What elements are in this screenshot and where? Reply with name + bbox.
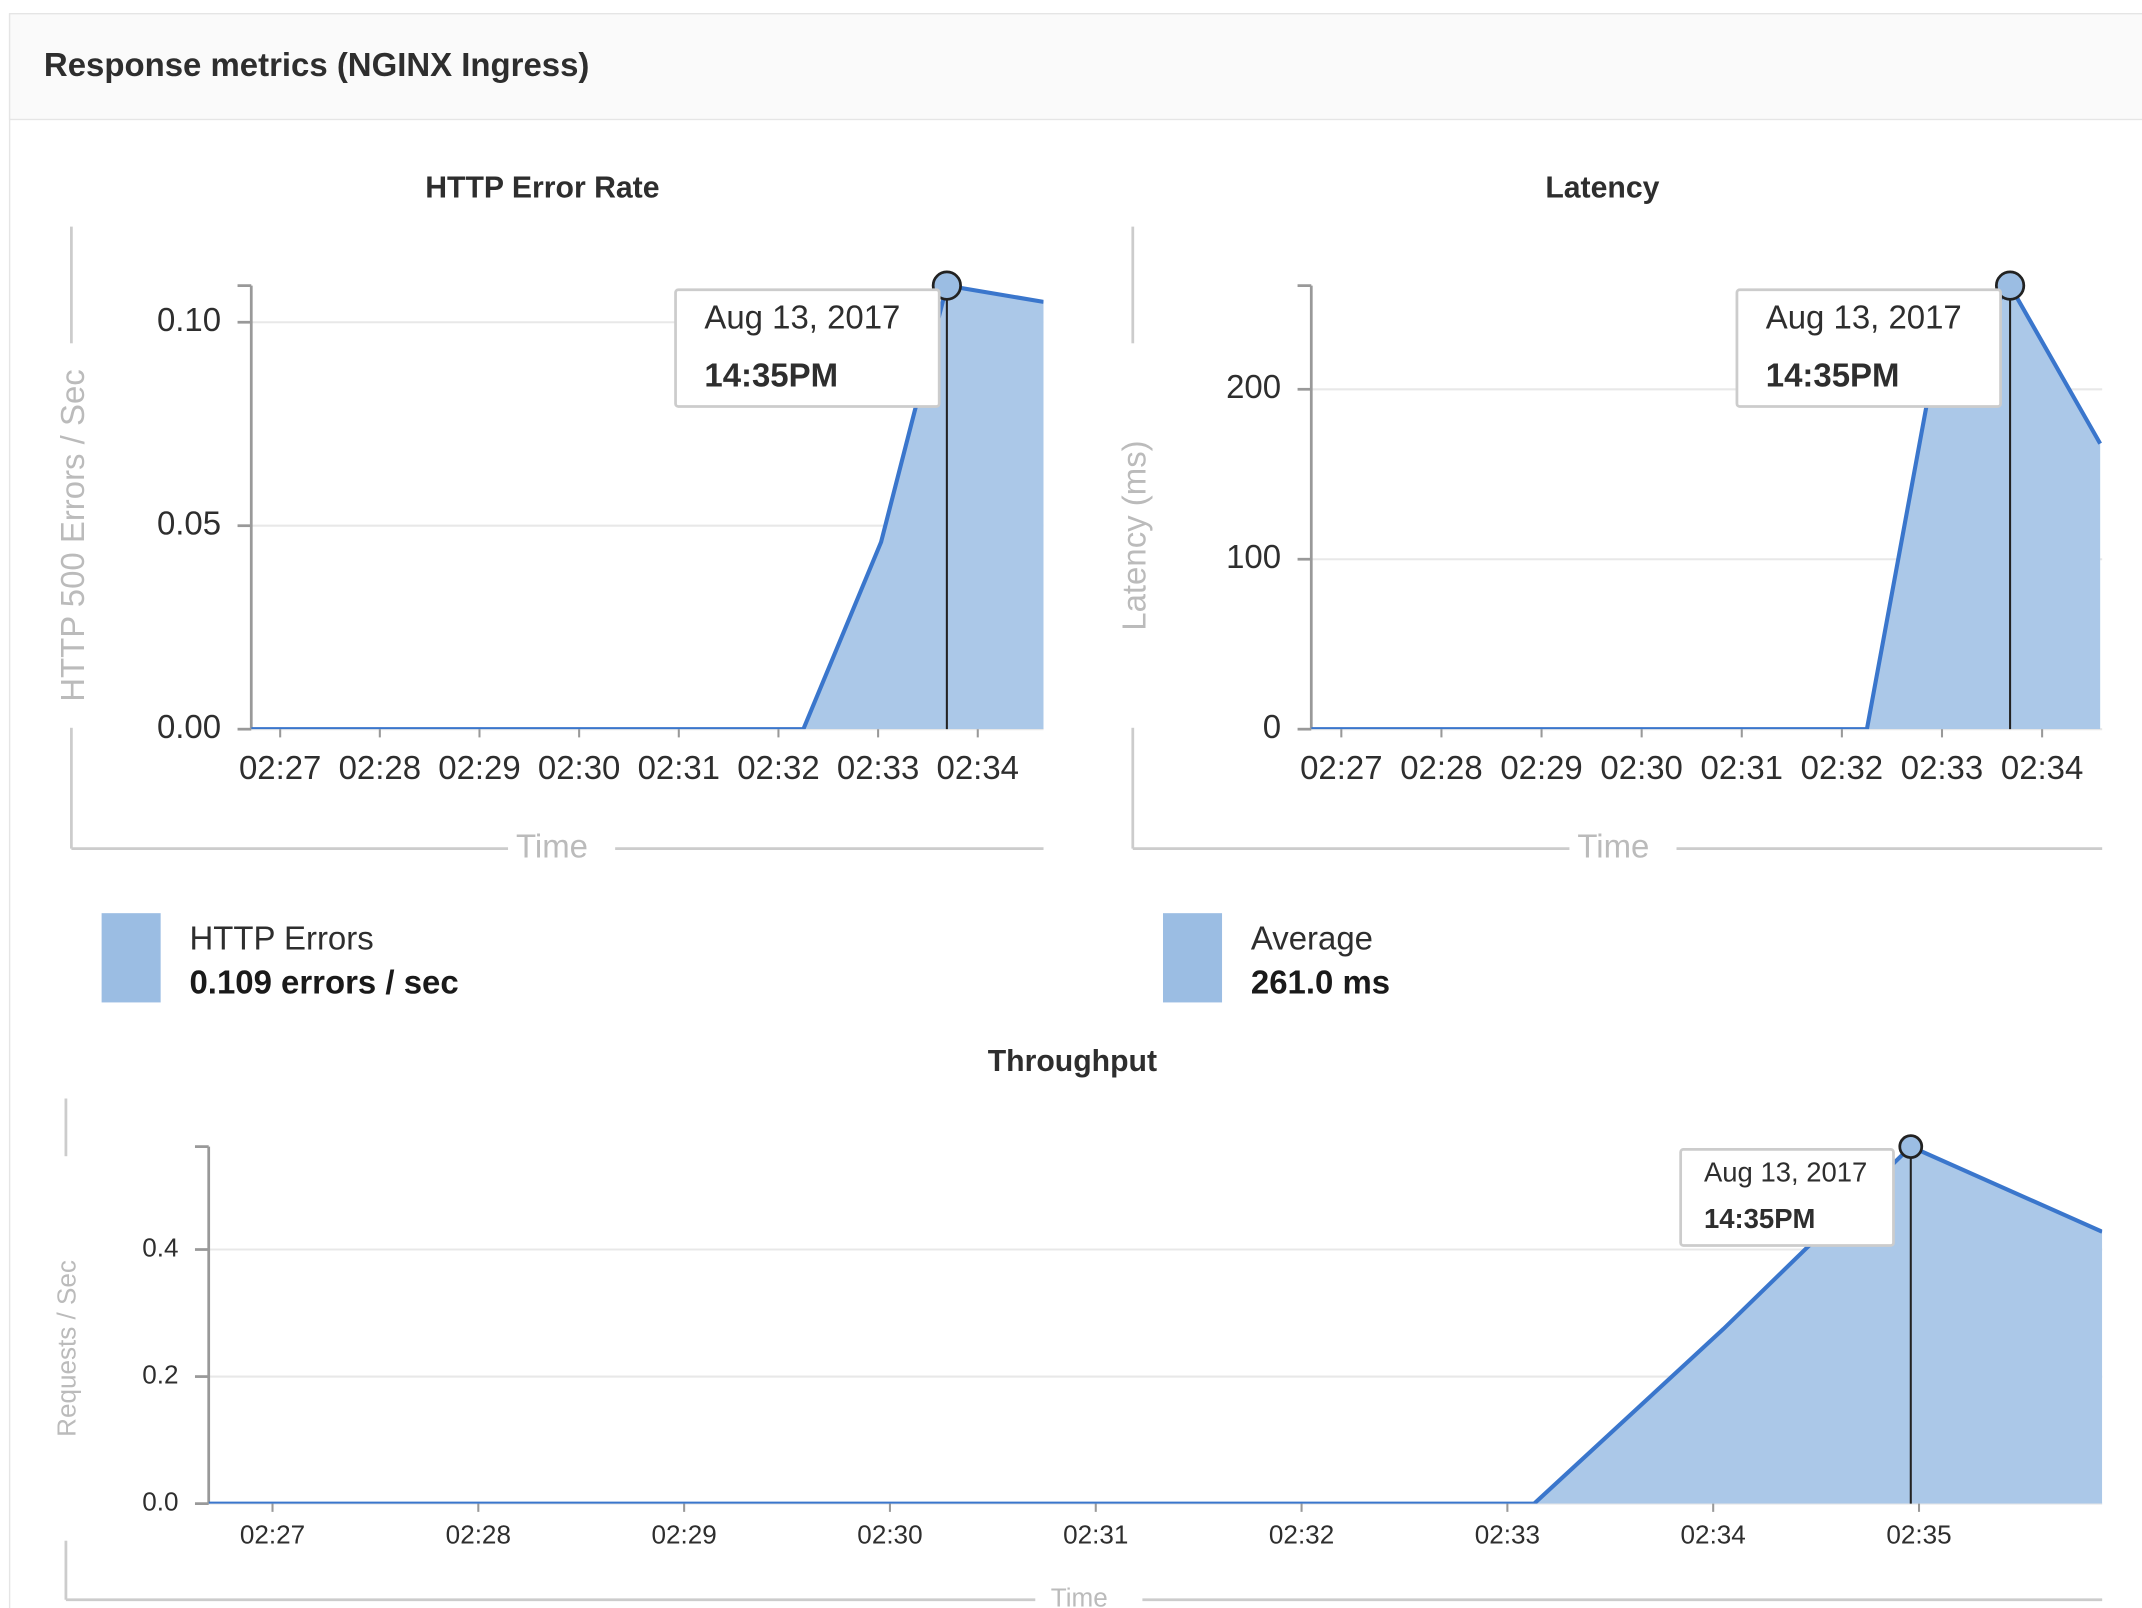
tooltip-time: 14:35PM xyxy=(1704,1203,1815,1234)
x-tick-label: 02:31 xyxy=(1701,749,1783,786)
x-tick-label: 02:35 xyxy=(1886,1519,1951,1549)
area xyxy=(1311,285,2101,730)
chart-title: HTTP Error Rate xyxy=(425,171,659,204)
chart-title: Throughput xyxy=(988,1045,1157,1078)
tooltip-date: Aug 13, 2017 xyxy=(704,299,900,336)
legend-name: Average xyxy=(1251,919,1373,956)
legend-value: 0.109 errors / sec xyxy=(189,963,458,1000)
x-tick-label: 02:34 xyxy=(937,749,1019,786)
x-tick-label: 02:34 xyxy=(1681,1519,1746,1549)
legend-name: HTTP Errors xyxy=(189,919,373,956)
x-tick-label: 02:27 xyxy=(240,1519,305,1549)
y-tick-label: 200 xyxy=(1226,368,1281,405)
tooltip-box xyxy=(1735,288,2002,408)
tooltip-time: 14:35PM xyxy=(1766,356,1900,393)
panel-title: Response metrics (NGINX Ingress) xyxy=(44,46,589,83)
plot xyxy=(208,1144,2103,1504)
y-tick-label: 0 xyxy=(1263,708,1281,745)
area xyxy=(208,1146,2103,1504)
x-tick-label: 02:31 xyxy=(1063,1519,1128,1549)
x-tick-label: 02:30 xyxy=(1600,749,1682,786)
x-tick-label: 02:28 xyxy=(1400,749,1482,786)
frame-gap xyxy=(1117,343,1157,728)
x-axis-label: Time xyxy=(1577,827,1649,864)
frame-gap xyxy=(56,343,95,728)
tooltip-date: Aug 13, 2017 xyxy=(1766,299,1962,336)
x-tick-label: 02:27 xyxy=(1300,749,1382,786)
plot xyxy=(251,283,1044,730)
x-tick-label: 02:33 xyxy=(837,749,919,786)
tooltip-box xyxy=(674,288,941,408)
y-tick-label: 0.4 xyxy=(142,1232,178,1262)
y-tick-label: 0.2 xyxy=(142,1359,178,1389)
y-axis-label: Latency (ms) xyxy=(1116,440,1153,630)
x-tick-label: 02:34 xyxy=(2001,749,2083,786)
x-tick-label: 02:27 xyxy=(239,749,321,786)
x-tick-label: 02:30 xyxy=(857,1519,922,1549)
x-tick-label: 02:32 xyxy=(1269,1519,1334,1549)
x-tick-label: 02:29 xyxy=(1500,749,1582,786)
x-tick-label: 02:29 xyxy=(652,1519,717,1549)
tooltip-date: Aug 13, 2017 xyxy=(1704,1156,1867,1187)
x-tick-label: 02:32 xyxy=(1801,749,1883,786)
y-tick-label: 100 xyxy=(1226,538,1281,575)
x-tick-label: 02:28 xyxy=(339,749,421,786)
y-tick-label: 0.00 xyxy=(157,708,221,745)
y-axis-label: Requests / Sec xyxy=(52,1260,82,1437)
x-tick-label: 02:33 xyxy=(1901,749,1983,786)
area xyxy=(251,285,1044,730)
frame-gap xyxy=(49,1156,88,1541)
x-tick-label: 02:29 xyxy=(438,749,520,786)
x-tick-label: 02:28 xyxy=(446,1519,511,1549)
x-tick-label: 02:31 xyxy=(638,749,720,786)
legend-swatch xyxy=(1162,913,1223,1003)
y-tick-label: 0.10 xyxy=(157,301,221,338)
line xyxy=(208,1144,2103,1504)
hover-point xyxy=(1898,1134,1924,1159)
panel-header xyxy=(8,13,2142,121)
x-axis-label: Time xyxy=(516,827,588,864)
x-tick-label: 02:30 xyxy=(538,749,620,786)
hover-point xyxy=(1994,270,2026,301)
line xyxy=(251,283,1044,730)
tooltip-box xyxy=(1679,1147,1895,1247)
y-axis-label: HTTP 500 Errors / Sec xyxy=(54,369,91,702)
legend-value: 261.0 ms xyxy=(1251,963,1390,1000)
tooltip-time: 14:35PM xyxy=(704,356,838,393)
legend-swatch xyxy=(101,913,161,1003)
y-tick-label: 0.05 xyxy=(157,504,221,541)
x-tick-label: 02:32 xyxy=(737,749,819,786)
chart-title: Latency xyxy=(1545,171,1659,204)
x-tick-label: 02:33 xyxy=(1475,1519,1540,1549)
y-tick-label: 0.0 xyxy=(142,1487,178,1517)
x-axis-label: Time xyxy=(1051,1583,1108,1608)
